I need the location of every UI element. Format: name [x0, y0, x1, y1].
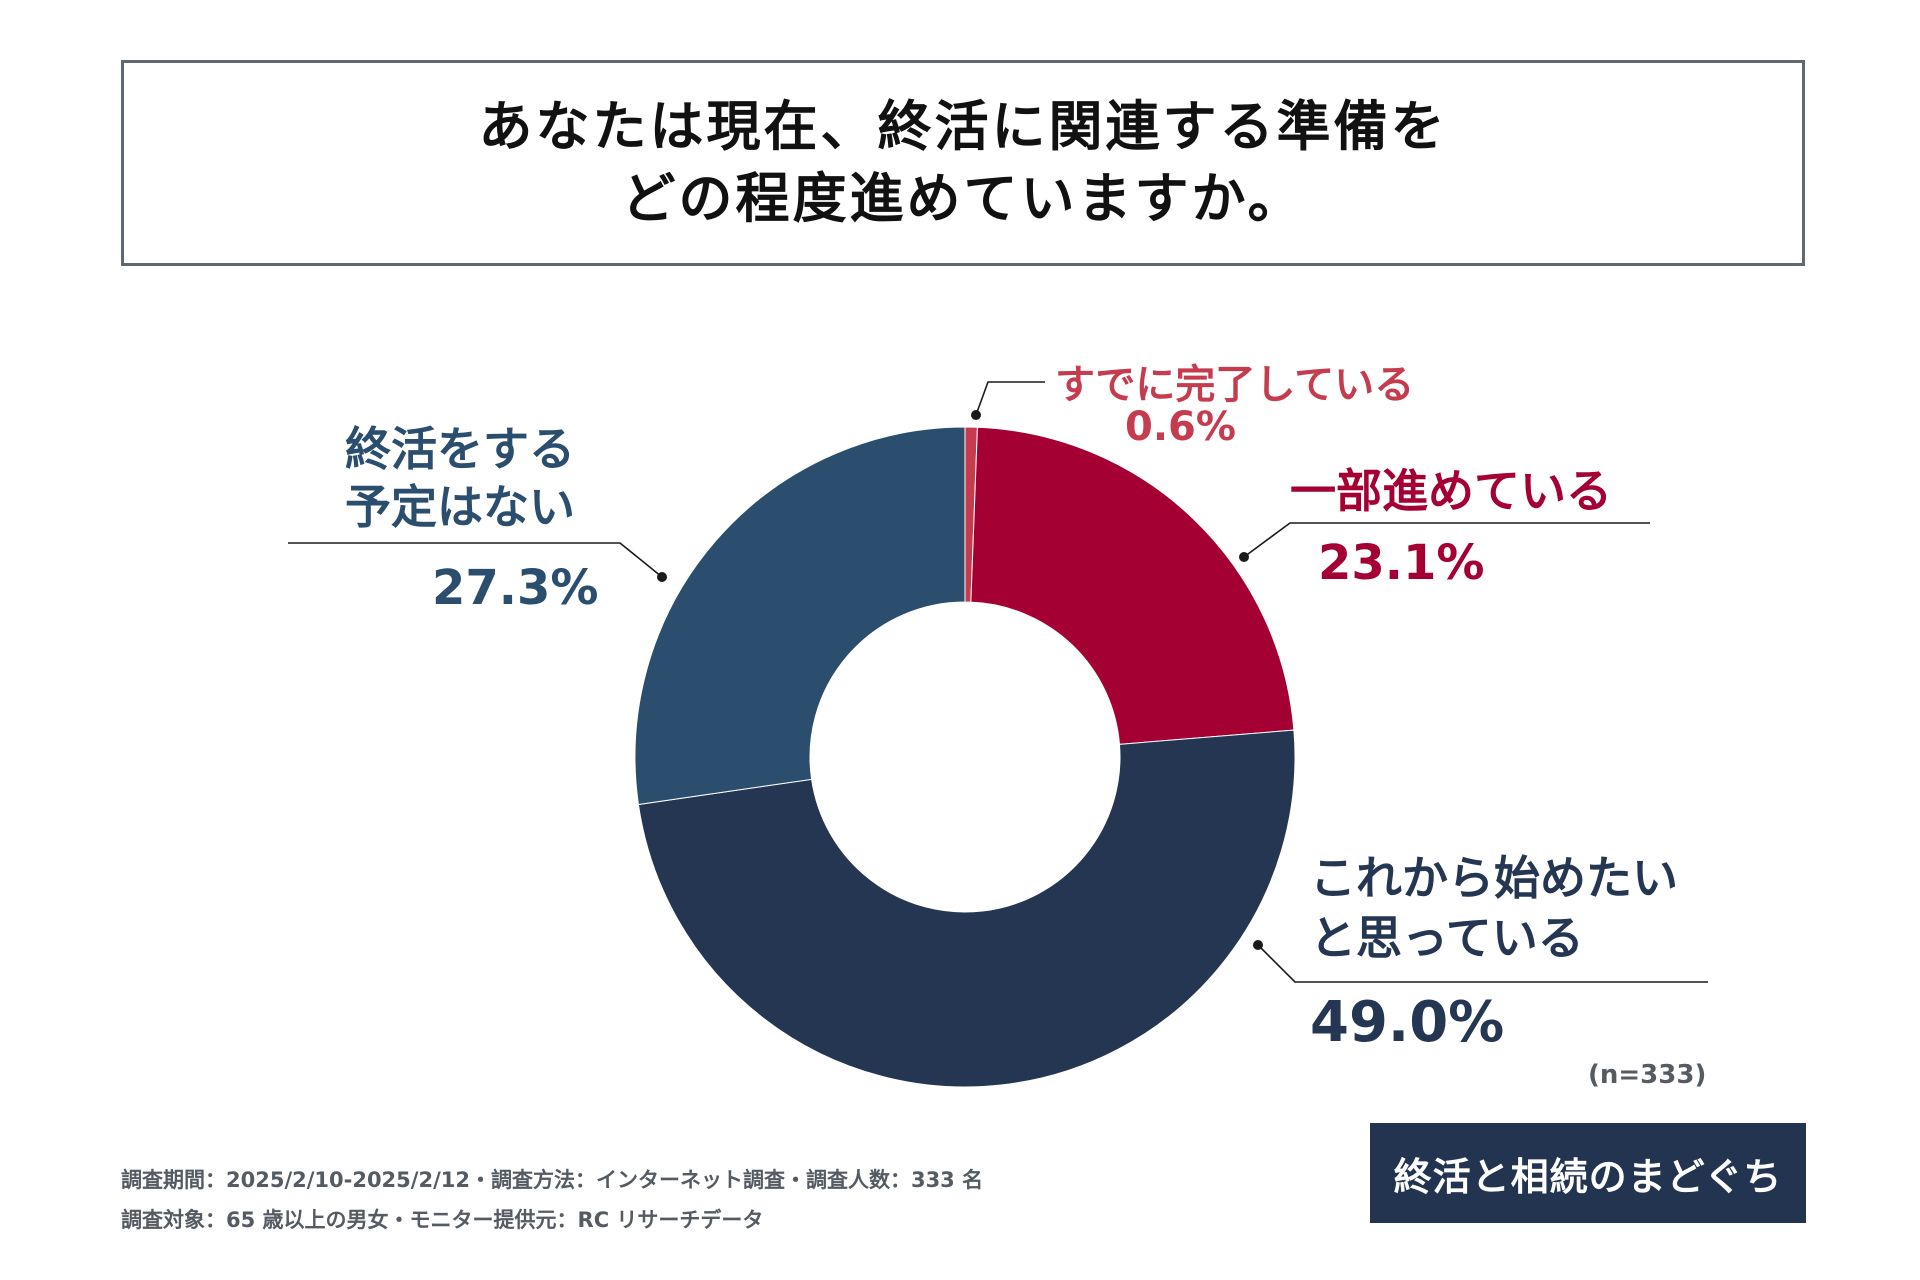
chart-title: あなたは現在、終活に関連する準備を どの程度進めていますか。 — [478, 95, 1448, 230]
brand-logo: 終活と相続のまどぐち — [1370, 1123, 1806, 1223]
leader-dot-0 — [971, 410, 981, 420]
donut-slice-3 — [634, 426, 966, 806]
leader-dot-3 — [657, 572, 667, 582]
sample-size: (n=333) — [1588, 1060, 1707, 1090]
label-no-plan: 終活をする 予定はない — [345, 422, 575, 534]
leader-line-3 — [288, 542, 663, 578]
label-completed: すでに完了している — [1055, 362, 1415, 408]
survey-note-line1: 調査期間：2025/2/10-2025/2/12・調査方法：インターネット調査・… — [121, 1168, 984, 1192]
value-completed: 0.6% — [1125, 404, 1236, 450]
label-partial: 一部進めている — [1290, 464, 1612, 518]
leader-lines — [288, 381, 1708, 983]
donut-slices — [634, 426, 1296, 1088]
leader-line-1 — [1243, 522, 1650, 558]
label-planning: これから始めたい と思っている — [1310, 851, 1678, 965]
leader-line-0 — [975, 381, 1045, 416]
donut-slice-2 — [637, 729, 1296, 1088]
leader-line-2 — [1257, 944, 1708, 983]
value-partial: 23.1% — [1318, 535, 1485, 591]
survey-note-line2: 調査対象：65 歳以上の男女・モニター提供元：RC リサーチデータ — [121, 1208, 764, 1232]
value-planning: 49.0% — [1310, 990, 1505, 1055]
title-box: あなたは現在、終活に関連する準備を どの程度進めていますか。 — [121, 60, 1805, 266]
value-no-plan: 27.3% — [432, 560, 599, 616]
leader-dot-2 — [1253, 940, 1263, 950]
donut-slice-1 — [970, 426, 1295, 745]
leader-dot-1 — [1239, 552, 1249, 562]
